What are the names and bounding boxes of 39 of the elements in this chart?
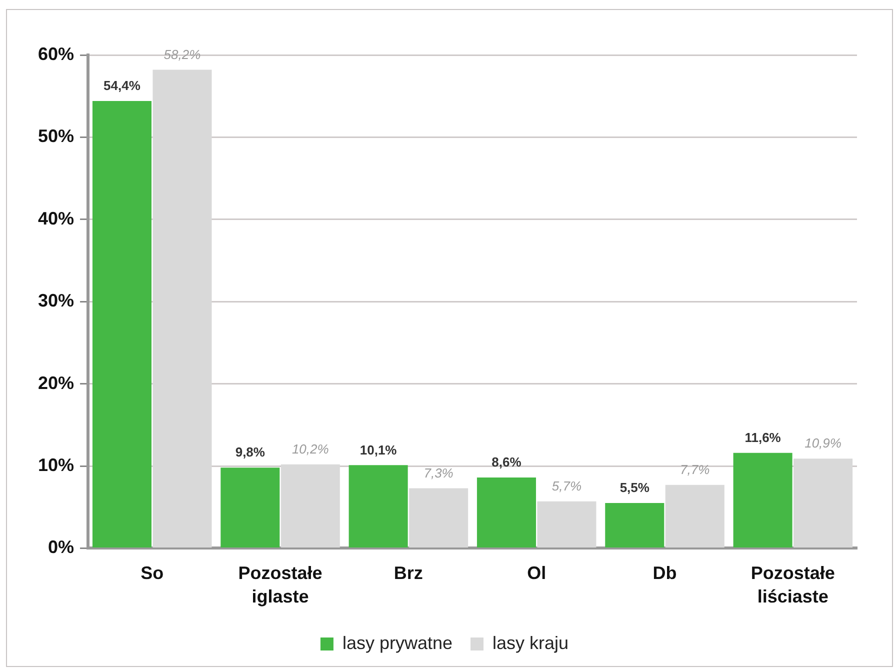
data-label: 5,5% — [620, 480, 650, 496]
x-tick-label: So — [140, 562, 164, 583]
bar — [280, 464, 340, 548]
data-label: 10,9% — [804, 436, 842, 451]
bar — [537, 501, 596, 548]
bar — [152, 70, 212, 548]
x-tick-label: Brz — [394, 562, 423, 583]
legend-label: lasy prywatne — [342, 632, 453, 653]
data-label: 7,7% — [680, 462, 710, 478]
x-tick-label: Pozostałe liściaste — [750, 562, 835, 606]
bar — [92, 101, 152, 548]
data-label: 8,6% — [492, 454, 522, 470]
bar — [794, 458, 853, 548]
bar — [348, 465, 408, 548]
y-tick-label: 0% — [48, 537, 74, 558]
data-label: 9,8% — [235, 444, 266, 460]
y-tick-label: 60% — [38, 44, 74, 64]
bar — [665, 484, 724, 548]
data-label: 7,3% — [424, 465, 454, 480]
y-tick-label: 40% — [38, 208, 74, 228]
y-tick-label: 20% — [38, 372, 74, 393]
bar — [605, 502, 664, 548]
data-label: 54,4% — [104, 78, 141, 94]
bar — [733, 452, 792, 548]
data-label: 10,2% — [292, 441, 329, 456]
x-tick-label: Db — [652, 562, 677, 583]
data-label: 5,7% — [552, 478, 582, 494]
data-label: 10,1% — [360, 442, 398, 458]
y-tick-label: 10% — [38, 454, 74, 475]
bar — [476, 478, 536, 548]
bar — [220, 468, 280, 548]
y-tick-label: 50% — [38, 126, 74, 146]
x-tick-label: Pozostałe iglaste — [238, 562, 322, 606]
y-tick-label: 30% — [38, 290, 74, 311]
x-tick-label: Ol — [527, 562, 546, 583]
bar — [409, 488, 468, 548]
data-label: 58,2% — [164, 46, 201, 62]
data-label: 11,6% — [744, 430, 782, 445]
legend-label: lasy kraju — [492, 632, 569, 653]
